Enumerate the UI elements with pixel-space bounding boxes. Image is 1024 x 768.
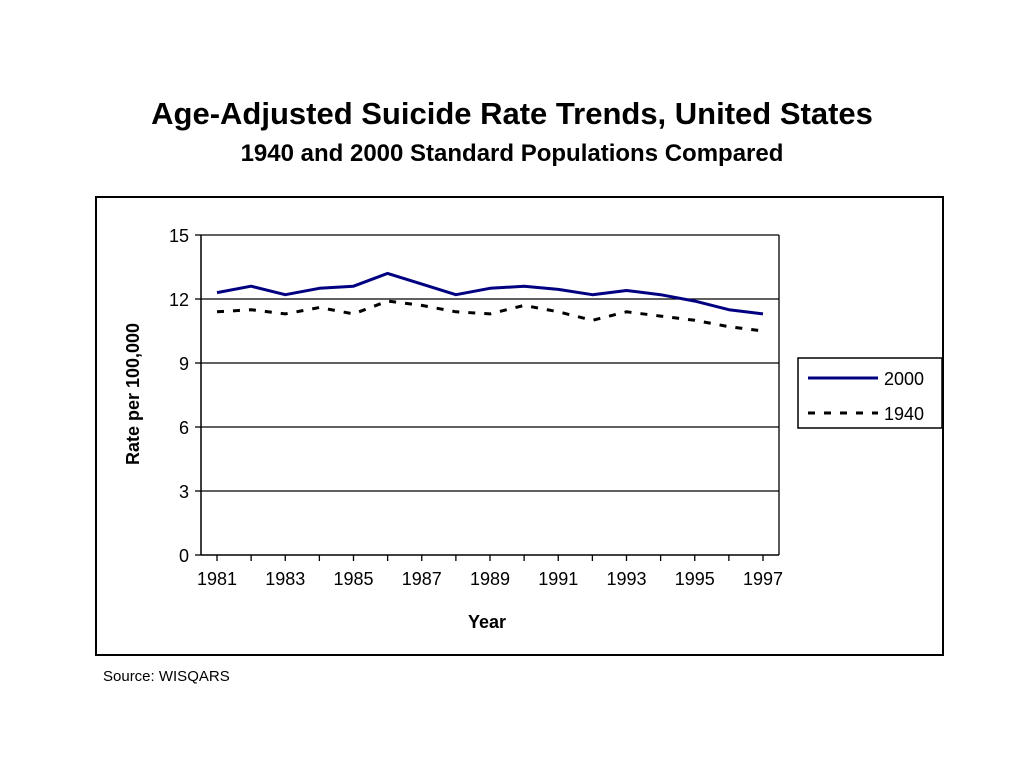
- series-lines: [216, 271, 764, 333]
- y-tick-label-12: 12: [169, 290, 189, 310]
- chart-frame: 0 3 6 9 12 15 1981 1983 1985 1987 1989 1991 1993 1995…: [95, 196, 944, 656]
- chart-title: Age-Adjusted Suicide Rate Trends, United…: [151, 96, 873, 131]
- x-tick-label-1981: 1981: [197, 569, 237, 589]
- y-tick-label-15: 15: [169, 226, 189, 246]
- x-tick-label-1989: 1989: [470, 569, 510, 589]
- chart-subtitle: 1940 and 2000 Standard Populations Compa…: [240, 140, 784, 167]
- x-axis-title: Year: [468, 612, 506, 632]
- x-tick-label-1985: 1985: [333, 569, 373, 589]
- y-tick-label-9: 9: [179, 354, 189, 374]
- tick-labels: 0 3 6 9 12 15 1981 1983 1985 1987 1989 1991 1993 1995…: [169, 226, 783, 589]
- x-tick-label-1991: 1991: [538, 569, 578, 589]
- x-tick-label-1983: 1983: [265, 569, 305, 589]
- y-tick-label-0: 0: [179, 546, 189, 566]
- axes: [195, 234, 780, 561]
- x-tick-label-1993: 1993: [606, 569, 646, 589]
- series-line-2000: [216, 271, 764, 316]
- x-tick-label-1987: 1987: [402, 569, 442, 589]
- y-tick-label-3: 3: [179, 482, 189, 502]
- series-line-1940: [216, 299, 764, 333]
- source-note: Source: WISQARS: [103, 668, 230, 685]
- legend-box: [797, 357, 942, 429]
- y-axis-title: Rate per 100,000: [123, 323, 143, 465]
- line-chart: 0 3 6 9 12 15 1981 1983 1985 1987 1989 1991 1993 1995…: [123, 226, 942, 632]
- x-tick-label-1997: 1997: [743, 569, 783, 589]
- y-tick-label-6: 6: [179, 418, 189, 438]
- legend: 2000 1940: [797, 357, 942, 429]
- gridlines: [201, 234, 779, 492]
- legend-label-2000: 2000: [884, 369, 924, 389]
- x-tick-label-1995: 1995: [675, 569, 715, 589]
- legend-label-1940: 1940: [884, 404, 924, 424]
